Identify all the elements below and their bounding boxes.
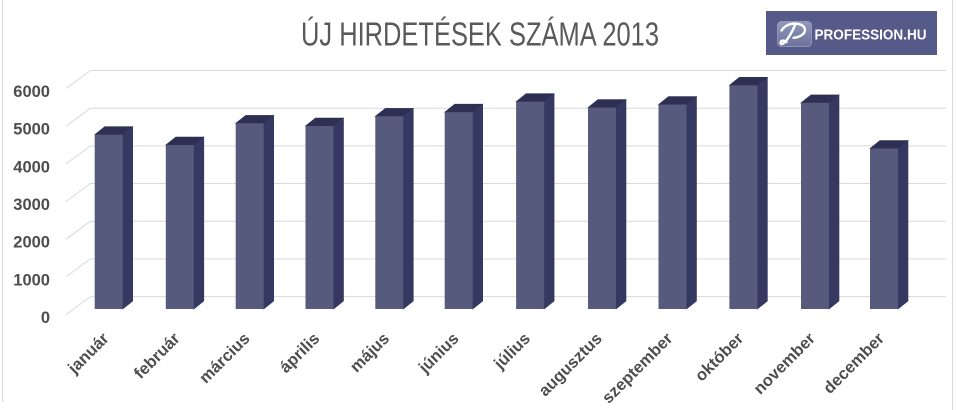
svg-text:0: 0 <box>41 309 50 327</box>
svg-text:4000: 4000 <box>13 158 50 176</box>
svg-text:ÚJ HIRDETÉSEK SZÁMA 2013: ÚJ HIRDETÉSEK SZÁMA 2013 <box>301 16 659 53</box>
svg-text:1000: 1000 <box>13 271 50 289</box>
svg-text:6000: 6000 <box>13 83 50 101</box>
svg-text:5000: 5000 <box>13 121 50 139</box>
svg-text:PROFESSION.HU: PROFESSION.HU <box>815 27 927 43</box>
svg-text:2000: 2000 <box>13 234 50 252</box>
svg-text:3000: 3000 <box>13 196 50 214</box>
